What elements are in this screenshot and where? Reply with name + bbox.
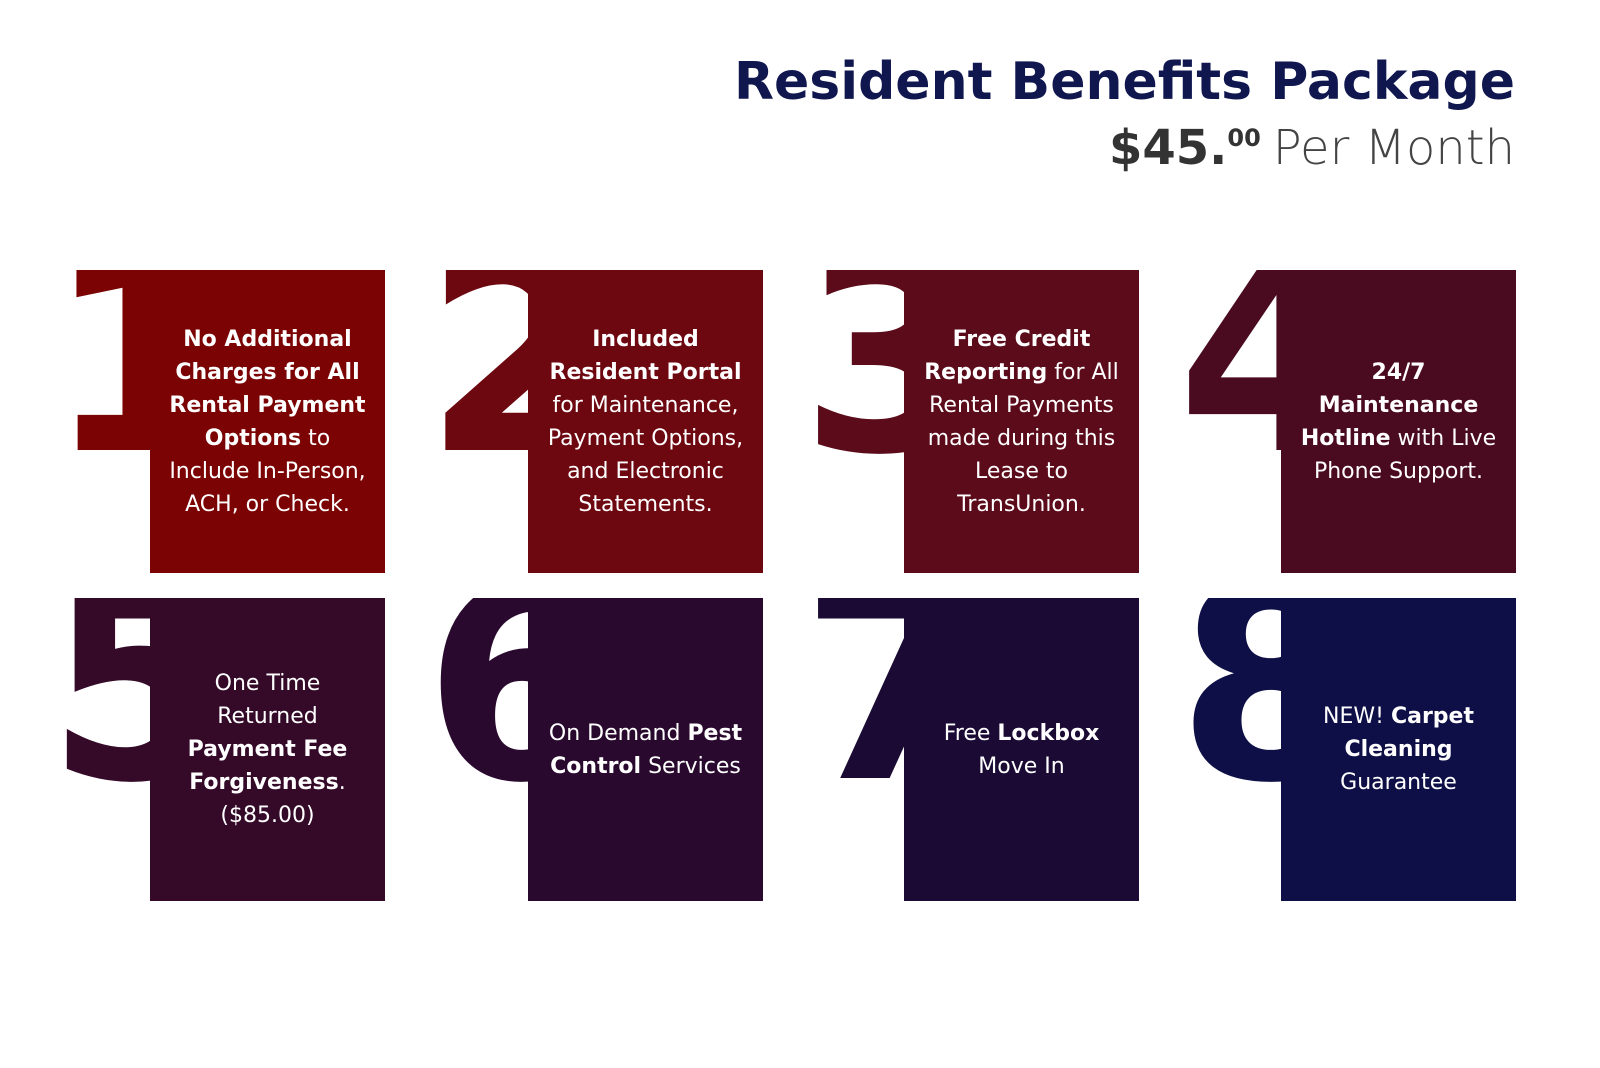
text: Move In — [978, 753, 1065, 779]
text: Guarantee — [1340, 770, 1457, 795]
title: Resident Benefits Package — [734, 52, 1515, 112]
text: to Include In-Person, ACH, or Check. — [169, 425, 366, 517]
bold-text: Payment Fee Forgiveness — [187, 737, 348, 795]
benefit-card: 5 One Time Returned Payment Fee Forgivene… — [52, 598, 387, 901]
card-text: Included Resident Portal for Maintenance… — [543, 323, 748, 521]
benefit-card: 6 On Demand Pest Control Services — [430, 598, 765, 901]
text: One Time Returned — [214, 671, 321, 729]
benefit-card: 4 24/7 Maintenance Hotline with Live Phon… — [1183, 270, 1518, 573]
text: for All Rental Payments made during this… — [927, 359, 1119, 517]
bold-text: Free Credit Reporting — [924, 326, 1091, 385]
card-text: Free Lockbox Move In — [919, 717, 1124, 783]
price: $45.00 Per Month — [1109, 120, 1515, 176]
benefit-card: 2 Included Resident Portal for Maintenanc… — [430, 270, 765, 573]
card-box: NEW! Carpet Cleaning Guarantee — [1281, 598, 1516, 901]
text: with Live Phone Support. — [1313, 425, 1497, 484]
bold-text: No Additional Charges for All Rental Pay… — [169, 326, 366, 451]
card-text: On Demand Pest Control Services — [543, 717, 748, 783]
card-text: NEW! Carpet Cleaning Guarantee — [1296, 700, 1501, 799]
text: . ($85.00) — [220, 770, 346, 828]
card-box: 24/7 Maintenance Hotline with Live Phone… — [1281, 270, 1516, 573]
card-box: Free Lockbox Move In — [904, 598, 1139, 901]
benefit-card: 3 Free Credit Reporting for All Rental Pa… — [806, 270, 1141, 573]
bold-text: Carpet Cleaning — [1344, 704, 1474, 762]
card-box: One Time Returned Payment Fee Forgivenes… — [150, 598, 385, 901]
card-box: Free Credit Reporting for All Rental Pay… — [904, 270, 1139, 573]
price-amount: $45. — [1108, 120, 1228, 176]
card-text: One Time Returned Payment Fee Forgivenes… — [165, 667, 370, 832]
card-box: No Additional Charges for All Rental Pay… — [150, 270, 385, 573]
bold-text: Lockbox — [997, 720, 1100, 746]
text: On Demand — [548, 720, 688, 746]
card-text: Free Credit Reporting for All Rental Pay… — [919, 323, 1124, 521]
card-box: Included Resident Portal for Maintenance… — [528, 270, 763, 573]
bold-text: 24/7 Maintenance Hotline — [1300, 359, 1479, 451]
card-text: No Additional Charges for All Rental Pay… — [165, 323, 370, 521]
price-period: Per Month — [1272, 120, 1515, 176]
benefit-card: 8 NEW! Carpet Cleaning Guarantee — [1183, 598, 1518, 901]
text: Free — [943, 720, 998, 746]
text: for Maintenance, Payment Options, and El… — [547, 392, 744, 517]
card-box: On Demand Pest Control Services — [528, 598, 763, 901]
benefit-card: 1 No Additional Charges for All Rental Pa… — [52, 270, 387, 573]
price-cents: 00 — [1227, 124, 1261, 152]
benefit-card: 7 Free Lockbox Move In — [806, 598, 1141, 901]
card-text: 24/7 Maintenance Hotline with Live Phone… — [1296, 356, 1501, 488]
bold-text: Included Resident Portal — [549, 326, 742, 385]
text: NEW! — [1323, 704, 1391, 729]
bold-text: Pest Control — [550, 720, 743, 779]
text: Services — [641, 753, 741, 779]
